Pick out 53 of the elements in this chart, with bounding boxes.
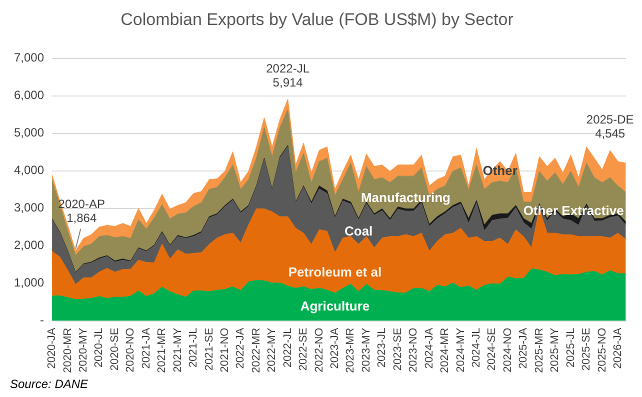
y-tick-label: 2,000 <box>14 238 44 252</box>
x-tick-label: 2026-JA <box>612 327 624 369</box>
x-tick-label: 2023-JL <box>376 328 388 368</box>
source-note: Source: DANE <box>10 377 88 391</box>
x-tick-label: 2022-JL <box>282 328 294 368</box>
y-tick-label: 6,000 <box>14 88 44 102</box>
x-tick-label: 2020-MR <box>62 328 74 374</box>
series-label: Petroleum et al <box>288 264 382 280</box>
x-tick-label: 2025-JA <box>518 327 530 369</box>
y-tick-label: - <box>40 313 44 328</box>
x-tick-label: 2024-MR <box>439 328 452 374</box>
x-tick-label: 2021-SE <box>203 328 216 371</box>
x-tick-label: 2024-JL <box>470 328 482 368</box>
x-tick-label: 2020-JA <box>46 327 58 369</box>
x-tick-label: 2020-JL <box>93 328 106 368</box>
x-tick-label: 2025-SE <box>580 328 593 371</box>
series-label: Agriculture <box>300 298 370 314</box>
x-tick-label: 2025-MY <box>549 327 562 372</box>
x-tick-label: 2020-SE <box>108 328 121 371</box>
x-tick-label: 2022-SE <box>298 328 310 371</box>
x-tick-label: 2023-MR <box>344 328 357 374</box>
x-tick-label: 2023-MY <box>360 327 372 372</box>
x-tick-label: 2024-MY <box>454 327 467 372</box>
x-tick-label: 2023-NO <box>408 327 420 372</box>
series-label: Manufacturing <box>360 190 451 205</box>
y-tick-label: 7,000 <box>14 50 44 65</box>
x-tick-label: 2021-MR <box>156 328 168 374</box>
x-tick-label: 2022-JA <box>234 327 247 369</box>
x-tick-label: 2024-NO <box>502 327 514 372</box>
chart-title: Colombian Exports by Value (FOB US$M) by Sector <box>120 10 514 29</box>
x-tick-label: 2022-MY <box>266 327 278 372</box>
x-tick-label: 2025-JL <box>564 328 577 368</box>
x-tick-label: 2021-JL <box>188 328 200 368</box>
x-tick-label: 2025-MR <box>533 328 546 374</box>
annotation: 2022-JL 5,914 <box>266 61 310 90</box>
y-tick-label: 1,000 <box>14 276 44 290</box>
x-tick-label: 2023-SE <box>392 328 404 371</box>
x-tick-label: 2021-MY <box>172 327 184 372</box>
x-tick-label: 2023-JA <box>329 327 342 369</box>
x-tick-label: 2020-MY <box>78 327 90 372</box>
annotation: 2025-DE 4,545 <box>586 112 634 141</box>
x-tick-label: 2025-NO <box>596 327 608 372</box>
x-tick-label: 2020-NO <box>124 327 137 372</box>
x-tick-label: 2021-NO <box>218 327 231 372</box>
x-tick-label: 2022-NO <box>313 327 326 372</box>
x-tick-label: 2024-JA <box>423 327 436 369</box>
x-tick-label: 2021-JA <box>140 327 152 369</box>
x-tick-label: 2024-SE <box>486 328 498 371</box>
y-tick-label: 3,000 <box>14 200 44 215</box>
x-tick-label: 2022-MR <box>250 328 262 374</box>
y-tick-label: 4,000 <box>14 163 44 178</box>
y-tick-label: 5,000 <box>14 126 44 140</box>
series-label: Coal <box>344 224 373 239</box>
